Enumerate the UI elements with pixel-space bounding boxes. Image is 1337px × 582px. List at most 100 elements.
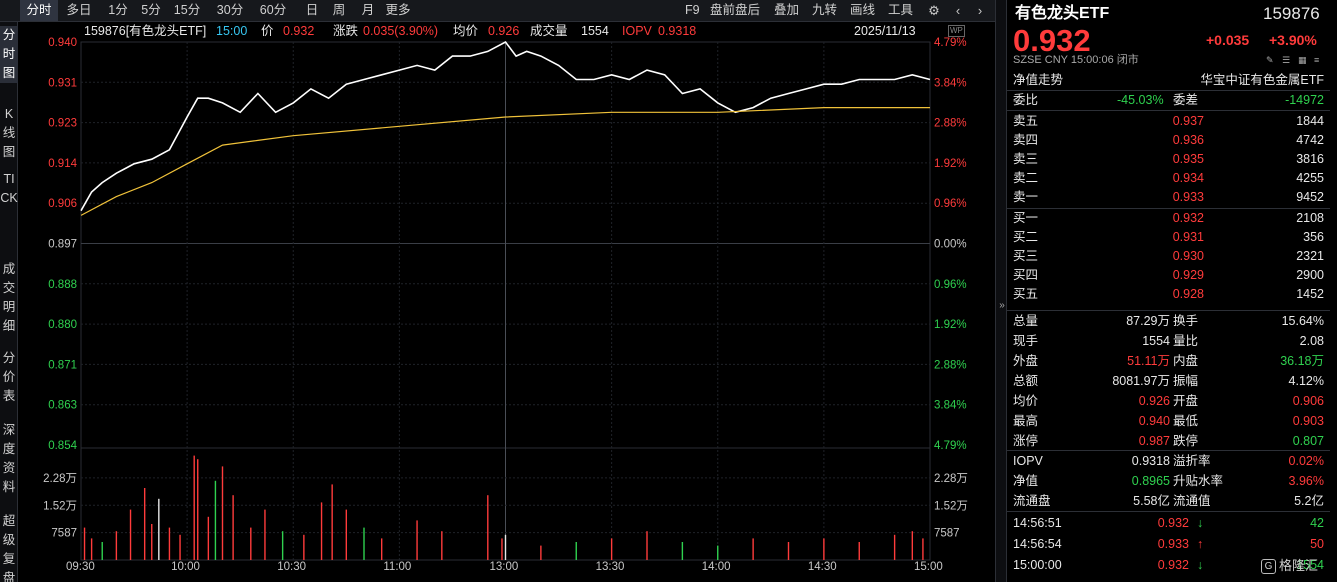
side-tab-6[interactable]: 超级复盘: [2, 514, 16, 582]
weibi-label: 委比: [1013, 93, 1039, 107]
grid-icon[interactable]: ▦: [1298, 55, 1307, 65]
period-tab-7[interactable]: 日: [305, 3, 319, 17]
bid-label: 买五: [1013, 287, 1039, 301]
side-tab-1[interactable]: K线图: [2, 107, 16, 159]
period-tab-6[interactable]: 60分: [259, 3, 287, 17]
ask-label: 卖一: [1013, 190, 1039, 204]
stat-label: 最低: [1173, 414, 1199, 428]
period-tab-4[interactable]: 15分: [173, 3, 201, 17]
fund-stat-label: IOPV: [1013, 454, 1043, 468]
bid-row: 买一 0.932 2108: [1007, 208, 1330, 228]
settings-gear-icon[interactable]: ⚙: [928, 3, 940, 18]
volume-tick-label-right: 1.52万: [934, 500, 968, 512]
change-label: 涨跌: [333, 24, 359, 38]
ask-volume: 9452: [1296, 190, 1324, 204]
bid-volume: 2900: [1296, 268, 1324, 282]
intraday-chart[interactable]: 0.940 4.79% 0.931 3.84% 0.923 2.88% 0.914 1.92%…: [18, 22, 995, 582]
side-tab-3[interactable]: 成交明细: [2, 262, 16, 333]
period-tab-5[interactable]: 30分: [216, 3, 244, 17]
price-line: [80, 40, 931, 212]
bid-row: 买二 0.931 356: [1007, 227, 1330, 247]
stat-value: 8081.97万: [1112, 374, 1170, 388]
period-tab-2[interactable]: 1分: [108, 3, 128, 17]
stat-label: 跌停: [1173, 434, 1199, 448]
tool-button-5[interactable]: 工具: [888, 3, 914, 17]
tool-button-3[interactable]: 九转: [812, 3, 838, 17]
ask-row: 卖三 0.935 3816: [1007, 149, 1330, 169]
weicha-value: -14972: [1285, 93, 1324, 107]
period-tab-8[interactable]: 周: [332, 3, 346, 17]
ask-volume: 3816: [1296, 152, 1324, 166]
period-tab-9[interactable]: 月: [361, 3, 375, 17]
stat-value: 1554: [1142, 334, 1170, 348]
volume-tick-label: 7587: [51, 528, 77, 540]
fund-full-name: 华宝中证有色金属ETF: [1200, 73, 1324, 87]
pct-tick-label: 0.96%: [934, 198, 967, 210]
stat-value: 15.64%: [1281, 314, 1324, 328]
stat-value: 0.926: [1138, 394, 1170, 408]
chart-svg[interactable]: 0.940 4.79% 0.931 3.84% 0.923 2.88% 0.914 1.92%…: [18, 22, 995, 582]
stat-value: 0.807: [1292, 434, 1324, 448]
side-tab-4[interactable]: 分价表: [2, 351, 16, 403]
edit-icon[interactable]: ✎: [1266, 55, 1274, 65]
fund-stat-value: 0.02%: [1288, 454, 1324, 468]
ask-label: 卖三: [1013, 152, 1039, 166]
stat-value: 0.906: [1292, 394, 1324, 408]
stat-value: 51.11万: [1127, 354, 1170, 368]
volume-tick-label-right: 7587: [934, 528, 960, 540]
pct-tick-label: 4.79%: [934, 37, 967, 49]
ask-row: 卖五 0.937 1844: [1007, 111, 1330, 131]
volume-tick-label: 2.28万: [43, 473, 77, 485]
stat-label: 现手: [1013, 334, 1039, 348]
period-tab-3[interactable]: 5分: [141, 3, 161, 17]
ask-price: 0.936: [1172, 133, 1204, 147]
info-time: 15:00: [216, 24, 248, 38]
side-tab-2[interactable]: TICK: [0, 172, 18, 205]
ask-row: 卖四 0.936 4742: [1007, 130, 1330, 150]
side-tabs: 分时图 K线图 TICK 成交明细分价表深度资料超级复盘: [0, 22, 18, 582]
tool-button-4[interactable]: 画线: [850, 3, 876, 17]
time-tick-label: 13:30: [596, 561, 625, 573]
change-value: 0.035(3.90%): [363, 24, 439, 38]
fund-stat-label: 流通值: [1173, 494, 1211, 508]
stat-value: 4.12%: [1288, 374, 1324, 388]
price-tick-label: 0.854: [48, 440, 77, 452]
fund-stat-row: IOPV 0.9318 溢折率 0.02%: [1007, 451, 1330, 471]
tool-button-2[interactable]: 叠加: [774, 3, 800, 17]
chevron-right-icon[interactable]: ›: [977, 3, 983, 18]
chart-date: 2025/11/13: [854, 24, 916, 38]
price-tick-label: 0.931: [48, 77, 77, 89]
side-tab-0[interactable]: 分时图: [0, 26, 18, 83]
security-code: 159876: [1263, 4, 1320, 23]
tick-time: 14:56:51: [1013, 516, 1062, 530]
period-tab-0[interactable]: 分时: [20, 0, 58, 21]
avg-label: 均价: [453, 24, 479, 38]
panel-splitter[interactable]: »: [995, 0, 1007, 582]
price-label: 价: [261, 24, 274, 38]
pct-tick-label: 2.88%: [934, 359, 967, 371]
bid-volume: 2321: [1296, 249, 1324, 263]
list-icon[interactable]: ☰: [1282, 55, 1291, 65]
tick-time: 14:56:54: [1013, 537, 1062, 551]
iopv-label: IOPV: [622, 24, 652, 38]
time-tick-label: 14:30: [808, 561, 837, 573]
stat-label: 均价: [1013, 394, 1039, 408]
tool-button-0[interactable]: F9: [685, 3, 700, 17]
watermark-g-icon: G: [1261, 559, 1276, 575]
period-tab-1[interactable]: 多日: [66, 3, 92, 17]
pct-tick-label: 0.00%: [934, 239, 967, 251]
collapse-arrow-icon[interactable]: »: [999, 300, 1005, 311]
period-tab-10[interactable]: 更多: [385, 3, 411, 17]
price-tick-label: 0.863: [48, 400, 77, 412]
stat-label: 涨停: [1013, 434, 1039, 448]
stat-row: 最高 0.940 最低 0.903: [1007, 411, 1330, 431]
tick-volume: 1554: [1296, 558, 1324, 572]
nav-trend-tab[interactable]: 净值走势: [1013, 73, 1064, 87]
side-tab-5[interactable]: 深度资料: [2, 423, 16, 494]
fund-stat-row: 净值 0.8965 升贴水率 3.96%: [1007, 471, 1330, 491]
menu-icon[interactable]: ≡: [1314, 55, 1320, 65]
wp-badge-icon[interactable]: WP: [948, 25, 965, 37]
chevron-left-icon[interactable]: ‹: [955, 3, 961, 18]
tool-button-1[interactable]: 盘前盘后: [710, 3, 761, 17]
volume-tick-label-right: 2.28万: [934, 473, 968, 485]
